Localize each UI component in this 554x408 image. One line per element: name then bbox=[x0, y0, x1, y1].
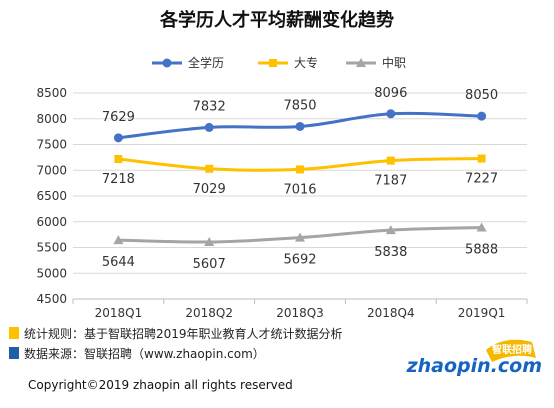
legend: 全学历 大专 中职 bbox=[152, 55, 406, 70]
notes: 统计规则：基于智联招聘2019年职业教育人才统计数据分析数据来源：智联招聘（ww… bbox=[9, 326, 343, 361]
y-tick-label: 6000 bbox=[36, 215, 67, 229]
data-label: 5692 bbox=[283, 253, 316, 268]
data-point bbox=[113, 235, 124, 245]
note-marker bbox=[9, 327, 19, 339]
legend-label: 中职 bbox=[382, 55, 406, 70]
data-label: 7029 bbox=[193, 182, 226, 197]
logo-badge-text: 智联招聘 bbox=[492, 343, 532, 356]
data-label: 5644 bbox=[102, 255, 135, 270]
data-label: 7629 bbox=[102, 110, 135, 125]
logo-badge-shape bbox=[486, 339, 536, 362]
data-label: 5888 bbox=[465, 243, 498, 258]
data-point bbox=[204, 236, 215, 246]
data-point bbox=[295, 121, 305, 131]
data-label: 8096 bbox=[374, 86, 407, 101]
y-tick-label: 4500 bbox=[36, 292, 67, 306]
data-label: 5838 bbox=[374, 245, 407, 260]
data-point bbox=[476, 222, 487, 232]
data-point bbox=[477, 154, 486, 163]
y-tick-label: 5500 bbox=[36, 241, 67, 255]
data-label: 7832 bbox=[193, 99, 226, 114]
x-tick-label: 2018Q2 bbox=[185, 306, 233, 320]
x-tick-label: 2019Q1 bbox=[458, 306, 506, 320]
data-label: 7227 bbox=[465, 172, 498, 187]
axes: 8500 8000 7500 7000 6500 6000 5500 5000 4500 2018… bbox=[36, 86, 528, 320]
data-point bbox=[295, 232, 305, 242]
data-point bbox=[113, 133, 123, 143]
y-tick-label: 8500 bbox=[36, 86, 67, 100]
data-label: 7187 bbox=[374, 174, 407, 189]
y-tick-label: 5000 bbox=[36, 266, 67, 280]
data-point bbox=[204, 122, 214, 132]
data-point bbox=[296, 165, 304, 174]
legend-marker bbox=[162, 58, 172, 68]
data-point bbox=[477, 111, 487, 121]
data-point bbox=[385, 225, 396, 235]
note-marker bbox=[9, 347, 19, 359]
x-tick-label: 2018Q3 bbox=[276, 306, 324, 320]
x-tick-label: 2018Q4 bbox=[367, 306, 415, 320]
y-tick-label: 8000 bbox=[36, 112, 67, 126]
legend-marker bbox=[356, 58, 366, 67]
chart-title: 各学历人才平均薪酬变化趋势 bbox=[159, 9, 394, 31]
data-label: 7850 bbox=[283, 98, 316, 113]
data-label: 5607 bbox=[193, 257, 226, 272]
y-tick-label: 7500 bbox=[36, 138, 67, 152]
legend-marker bbox=[269, 59, 277, 67]
data-label: 8050 bbox=[465, 88, 498, 103]
y-tick-label: 6500 bbox=[36, 189, 67, 203]
data-point bbox=[386, 156, 395, 165]
copyright-text: Copyright©2019 zhaopin all rights reserv… bbox=[28, 378, 293, 392]
legend-label: 大专 bbox=[294, 55, 318, 70]
data-point bbox=[205, 164, 214, 173]
data-label: 7016 bbox=[283, 182, 316, 197]
logo-wordmark: zhaopin.com bbox=[406, 355, 542, 377]
y-tick-label: 7000 bbox=[36, 163, 67, 177]
note-text: 统计规则：基于智联招聘2019年职业教育人才统计数据分析 bbox=[24, 326, 343, 341]
x-tick-label: 2018Q1 bbox=[95, 306, 143, 320]
plot-series bbox=[113, 109, 487, 246]
note-text: 数据来源：智联招聘（www.zhaopin.com） bbox=[24, 346, 265, 361]
data-labels: 7629 7832 7850 8096 8050 7218 7029 7016 7187 7227… bbox=[102, 86, 498, 272]
data-point bbox=[386, 109, 396, 119]
data-point bbox=[114, 155, 123, 164]
legend-label: 全学历 bbox=[188, 55, 224, 70]
data-label: 7218 bbox=[102, 172, 135, 187]
